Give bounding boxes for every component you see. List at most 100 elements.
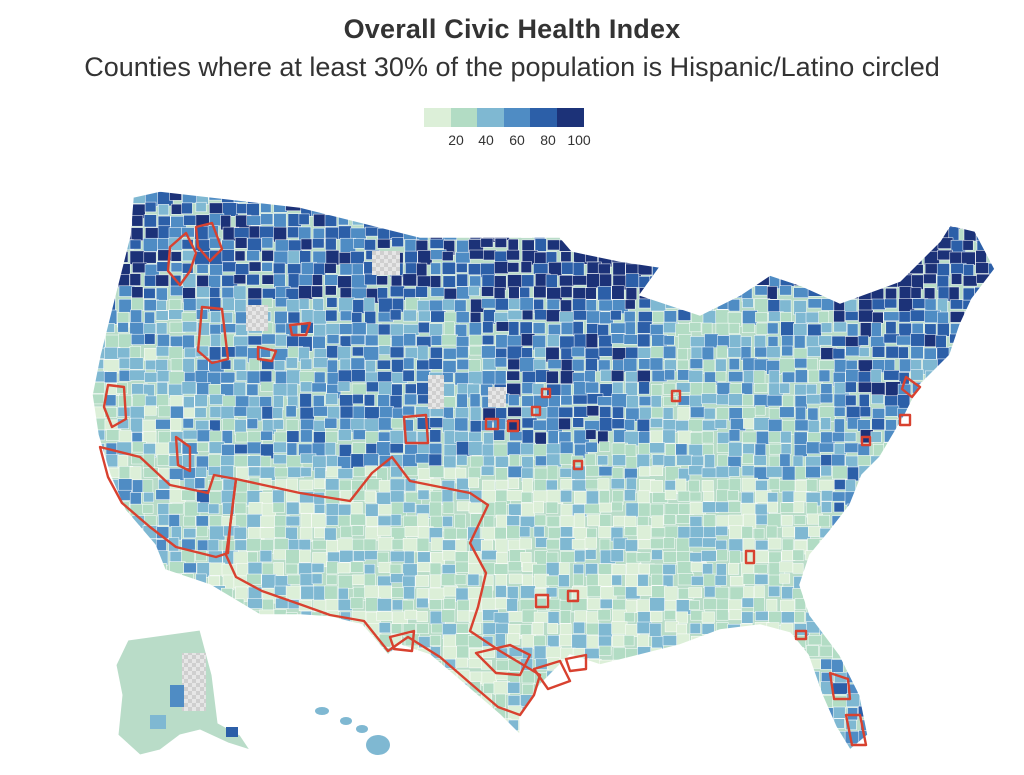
county-cell xyxy=(779,406,795,418)
county-cell xyxy=(506,345,524,360)
county-cell xyxy=(312,645,325,658)
county-cell xyxy=(585,333,598,348)
county-cell xyxy=(779,730,796,746)
county-cell xyxy=(922,586,935,601)
county-cell xyxy=(181,489,196,501)
county-cell xyxy=(638,298,652,309)
county-cell xyxy=(924,191,937,208)
county-cell xyxy=(572,227,589,240)
county-cell xyxy=(247,695,263,711)
county-cell xyxy=(936,634,953,647)
county-cell xyxy=(989,252,995,264)
county-cell xyxy=(989,443,995,454)
county-cell xyxy=(509,431,524,442)
county-cell xyxy=(834,623,851,634)
county-cell xyxy=(402,537,419,553)
county-cell xyxy=(338,297,355,313)
county-cell xyxy=(390,490,405,504)
county-cell xyxy=(806,564,824,575)
county-cell xyxy=(663,610,676,621)
county-cell xyxy=(572,671,587,682)
county-cell xyxy=(937,489,952,505)
county-cell xyxy=(793,695,810,711)
county-cell xyxy=(779,453,791,469)
county-cell xyxy=(469,215,483,230)
county-cell xyxy=(584,381,599,394)
county-cell xyxy=(626,395,639,409)
county-cell xyxy=(963,202,975,216)
county-cell xyxy=(403,586,415,600)
county-cell xyxy=(169,587,185,603)
county-cell xyxy=(923,561,935,576)
county-cell xyxy=(169,191,182,201)
county-cell xyxy=(92,311,107,327)
county-cell xyxy=(221,695,235,706)
county-cell xyxy=(611,743,625,750)
county-cell xyxy=(337,369,353,383)
county-cell xyxy=(337,468,354,479)
county-cell xyxy=(949,622,962,636)
county-cell xyxy=(533,501,544,514)
county-cell xyxy=(430,731,445,742)
county-cell xyxy=(339,323,354,335)
county-cell xyxy=(92,561,107,572)
county-cell xyxy=(364,490,377,503)
county-cell xyxy=(350,647,365,663)
highlight-outline xyxy=(900,375,922,399)
county-cell xyxy=(468,730,479,744)
county-cell xyxy=(559,311,575,323)
county-cell xyxy=(364,657,377,668)
county-cell xyxy=(677,743,691,750)
county-cell xyxy=(558,730,573,744)
county-cell xyxy=(896,466,909,478)
county-cell xyxy=(169,395,183,407)
county-cell xyxy=(571,359,585,372)
county-cell xyxy=(675,705,687,719)
county-cell xyxy=(92,717,102,733)
county-cell xyxy=(483,432,494,446)
county-cell xyxy=(105,609,121,621)
county-cell xyxy=(690,695,704,706)
county-cell xyxy=(976,670,989,686)
county-cell xyxy=(753,528,765,540)
county-cell xyxy=(845,514,859,530)
county-cell xyxy=(584,420,601,432)
county-cell xyxy=(755,239,770,255)
county-cell xyxy=(273,729,289,743)
county-cell xyxy=(352,466,367,478)
county-cell xyxy=(742,394,754,407)
legend-tick-label: 80 xyxy=(540,132,556,148)
county-cell xyxy=(899,744,913,750)
county-cell xyxy=(950,538,966,549)
county-cell xyxy=(741,202,754,215)
county-cell xyxy=(756,706,772,717)
county-cell xyxy=(105,537,120,548)
county-cell xyxy=(910,729,925,745)
county-cell xyxy=(754,443,767,457)
county-cell xyxy=(506,490,523,501)
county-cell xyxy=(312,539,329,550)
county-cell xyxy=(300,418,315,431)
county-cell xyxy=(961,358,975,373)
county-cell xyxy=(624,695,640,709)
county-cell xyxy=(92,501,108,515)
county-cell xyxy=(820,322,833,333)
county-cell xyxy=(183,515,196,527)
county-cell xyxy=(988,359,995,374)
county-cell xyxy=(962,671,976,685)
county-cell xyxy=(637,670,651,684)
county-cell xyxy=(740,228,756,244)
county-cell xyxy=(832,465,848,480)
county-cell xyxy=(820,238,834,249)
county-cell xyxy=(390,213,402,227)
county-cell xyxy=(781,708,795,719)
county-cell xyxy=(130,309,142,324)
county-cell xyxy=(754,213,767,224)
county-cell xyxy=(821,490,834,502)
county-cell xyxy=(417,300,430,312)
county-cell xyxy=(989,574,995,590)
county-cell xyxy=(781,717,796,730)
county-cell xyxy=(987,323,995,339)
county-cell xyxy=(754,225,766,240)
county-cell xyxy=(183,587,195,601)
